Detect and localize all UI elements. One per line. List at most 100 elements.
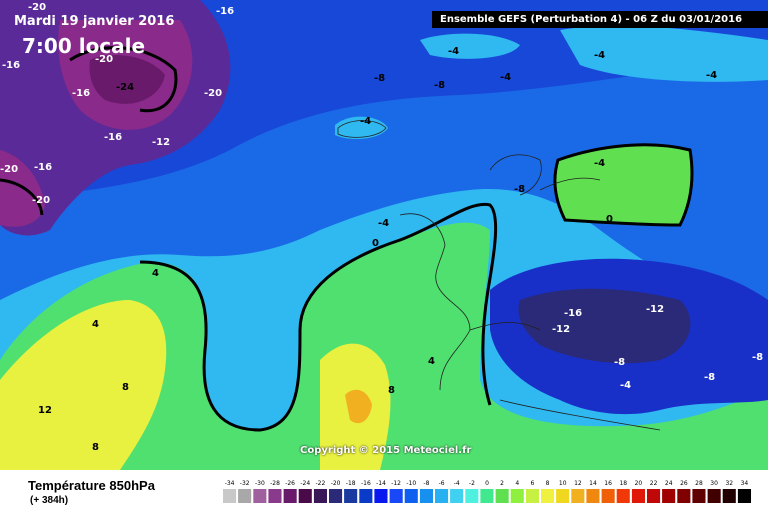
legend-tick-label: -20 <box>331 480 341 487</box>
variable-title: Température 850hPa <box>28 478 155 493</box>
atlantic-green-field <box>0 222 768 470</box>
legend-tick-label: -8 <box>423 480 429 487</box>
legend-tick-label: 32 <box>725 480 733 487</box>
contour-label: -20 <box>95 54 113 65</box>
southwest-warm-area <box>0 300 167 470</box>
iberia-warm-core <box>345 389 372 424</box>
legend-tick-label: 16 <box>604 480 612 487</box>
legend-swatch <box>253 489 267 503</box>
legend-swatch <box>435 489 449 503</box>
contour-label: 12 <box>38 405 52 416</box>
legend-swatch <box>223 489 237 503</box>
legend-tick-label: 22 <box>650 480 658 487</box>
coastline-europe <box>399 177 661 431</box>
legend-tick-label: 34 <box>741 480 749 487</box>
legend-swatch <box>631 489 645 503</box>
arctic-patch <box>560 25 768 82</box>
zero-isotherm-scandinavia <box>553 143 694 227</box>
legend-swatch <box>374 489 388 503</box>
legend-tick-label: 4 <box>515 480 519 487</box>
legend-swatch <box>268 489 282 503</box>
contour-label: 4 <box>428 356 435 367</box>
contour-labels: -16 -20 -24 -20 -16 -16 -12 -20 -16 -20 … <box>0 2 763 453</box>
contour-label: -8 <box>434 80 445 91</box>
contour-label: 4 <box>152 268 159 279</box>
legend-tick-label: 26 <box>680 480 688 487</box>
legend-tick-label: 18 <box>619 480 627 487</box>
legend-tick-label: -28 <box>270 480 280 487</box>
legend-swatch <box>722 489 736 503</box>
legend-tick-label: -6 <box>439 480 445 487</box>
legend-tick-label: -32 <box>240 480 250 487</box>
legend-swatch <box>465 489 479 503</box>
contour-label: 8 <box>122 382 129 393</box>
greenland-isotherm <box>0 178 44 216</box>
contour-label: -16 <box>72 88 90 99</box>
legend-swatch <box>707 489 721 503</box>
legend-swatch <box>647 489 661 503</box>
contour-label: -4 <box>500 72 511 83</box>
contour-label: -4 <box>620 380 631 391</box>
legend-swatch <box>344 489 358 503</box>
legend-swatch <box>495 489 509 503</box>
legend-swatch <box>601 489 615 503</box>
contour-label: -20 <box>32 195 50 206</box>
contour-label: -4 <box>360 116 371 127</box>
legend-swatch <box>359 489 373 503</box>
contour-label: -12 <box>152 137 170 148</box>
legend-tick-label: -12 <box>391 480 401 487</box>
legend-tick-label: 10 <box>559 480 567 487</box>
model-run-banner: Ensemble GEFS (Perturbation 4) - 06 Z du… <box>432 11 768 28</box>
legend-tick-label: 6 <box>530 480 534 487</box>
contour-label: -16 <box>564 308 582 319</box>
legend-tick-label: -18 <box>346 480 356 487</box>
legend-swatch <box>677 489 691 503</box>
contour-label: -8 <box>514 184 525 195</box>
legend-tick-label: -22 <box>315 480 325 487</box>
contour-label: -20 <box>204 88 222 99</box>
contour-label: -4 <box>706 70 717 81</box>
legend-swatch <box>616 489 630 503</box>
contour-label: 8 <box>388 385 395 396</box>
contour-label: -16 <box>216 6 234 17</box>
legend-tick-label: 2 <box>500 480 504 487</box>
legend-swatch <box>662 489 676 503</box>
legend-swatch <box>571 489 585 503</box>
legend-swatch <box>480 489 494 503</box>
legend-tick-label: 24 <box>665 480 673 487</box>
contour-label: -4 <box>378 218 389 229</box>
legend-swatch <box>389 489 403 503</box>
legend-tick-label: 14 <box>589 480 597 487</box>
legend-swatch <box>283 489 297 503</box>
legend-swatch <box>586 489 600 503</box>
color-scale-legend: -34 -32 -30 -28 -26 -24 -22 -20 -18 -16 -14 -12 -10-… <box>223 480 751 503</box>
contour-label: -16 <box>2 60 20 71</box>
contour-label: -8 <box>614 357 625 368</box>
legend-swatch <box>510 489 524 503</box>
temperature-map: -16 -20 -24 -20 -16 -16 -12 -20 -16 -20 … <box>0 0 768 470</box>
legend-swatch <box>238 489 252 503</box>
legend-swatch <box>313 489 327 503</box>
legend-swatch <box>556 489 570 503</box>
legend-swatch <box>525 489 539 503</box>
legend-swatch <box>737 489 751 503</box>
legend-swatch <box>419 489 433 503</box>
lead-time-label: (+ 384h) <box>30 495 69 506</box>
scandinavia-mild-area <box>554 144 692 225</box>
east-europe-cold-core <box>518 288 691 364</box>
legend-tick-label: 20 <box>635 480 643 487</box>
legend-tick-label: 8 <box>546 480 550 487</box>
legend-tick-label: 30 <box>710 480 718 487</box>
legend-swatch <box>692 489 706 503</box>
contour-label: -24 <box>116 82 134 93</box>
contour-label: -16 <box>104 132 122 143</box>
contour-label: -4 <box>594 158 605 169</box>
legend-swatch <box>541 489 555 503</box>
zero-isotherm-west <box>139 202 498 432</box>
contour-label: -4 <box>448 46 459 57</box>
legend-tick-label: -26 <box>285 480 295 487</box>
legend-swatch <box>404 489 418 503</box>
legend-tick-label: -16 <box>361 480 371 487</box>
coastline-norway <box>489 154 542 196</box>
contour-label: -16 <box>34 162 52 173</box>
